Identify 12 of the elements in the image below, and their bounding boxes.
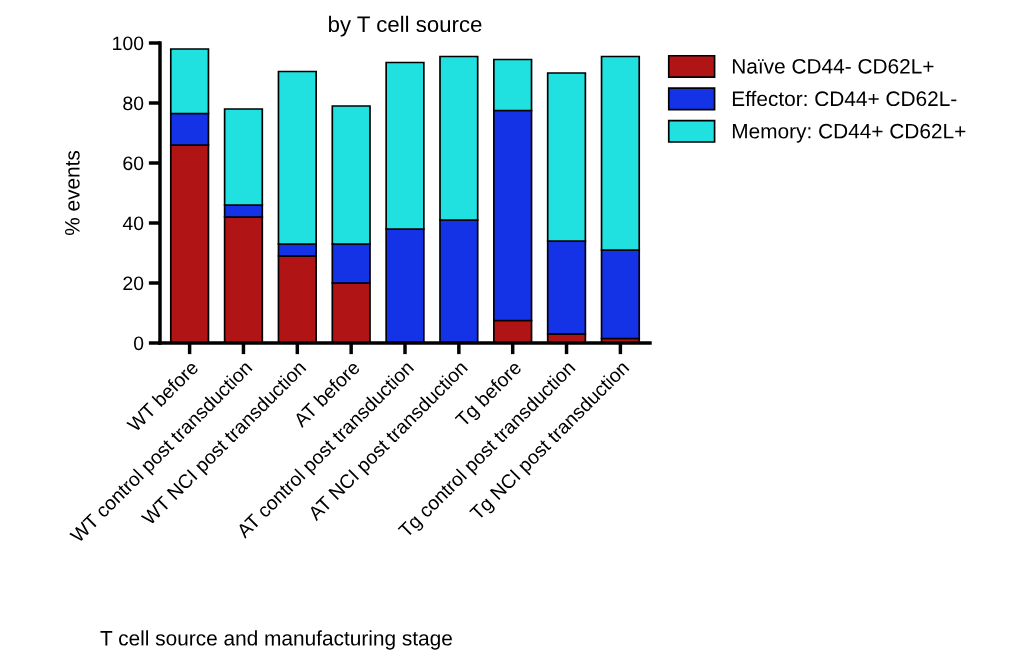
y-tick-label: 60 — [123, 156, 144, 171]
x-axis-title: T cell source and manufacturing stage — [100, 630, 452, 650]
y-tick-label: 0 — [133, 336, 144, 351]
y-tick-label: 80 — [123, 96, 144, 111]
y-tick-label: 100 — [113, 36, 144, 51]
legend-label: Effector: CD44+ CD62L- — [732, 90, 957, 107]
legend-label: Naïve CD44- CD62L+ — [732, 58, 934, 74]
legend-label: Memory: CD44+ CD62L+ — [732, 123, 966, 143]
y-axis-title: % events — [65, 150, 80, 236]
y-tick-label: 20 — [123, 276, 144, 291]
y-tick-label: 40 — [122, 216, 144, 231]
chart-title: by T cell source — [329, 15, 482, 37]
